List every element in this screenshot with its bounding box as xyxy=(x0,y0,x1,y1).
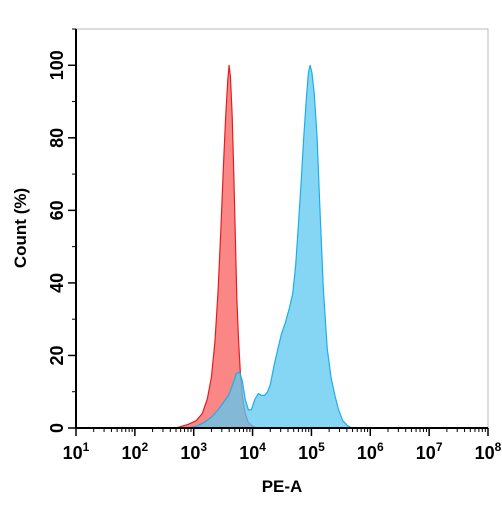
x-tick-label: 102 xyxy=(121,440,148,463)
y-tick-label: 0 xyxy=(47,423,67,433)
y-tick-label: 100 xyxy=(47,50,67,80)
x-tick-label: 108 xyxy=(475,440,502,463)
histogram-series-2 xyxy=(187,64,353,429)
x-tick-label: 104 xyxy=(239,440,266,463)
x-tick-label: 103 xyxy=(180,440,207,463)
y-ticks: 0 20 40 60 80 100 xyxy=(47,28,76,433)
histogram-series-1 xyxy=(175,64,258,429)
x-tick-label: 101 xyxy=(63,440,90,463)
x-axis-label: PE-A xyxy=(262,477,303,496)
x-tick-label: 107 xyxy=(416,440,443,463)
series-layer xyxy=(175,64,353,429)
x-ticks: 101 102 103 104 105 106 107 108 xyxy=(63,428,502,463)
y-tick-label: 40 xyxy=(47,273,67,293)
x-tick-label: 105 xyxy=(298,440,325,463)
y-tick-label: 60 xyxy=(47,200,67,220)
y-tick-label: 80 xyxy=(47,128,67,148)
x-tick-label: 106 xyxy=(357,440,384,463)
y-tick-label: 20 xyxy=(47,345,67,365)
y-axis-label: Count (%) xyxy=(11,188,30,268)
plot-area: 101 102 103 104 105 106 107 108 0 20 40 60 80 100 xyxy=(47,28,502,463)
